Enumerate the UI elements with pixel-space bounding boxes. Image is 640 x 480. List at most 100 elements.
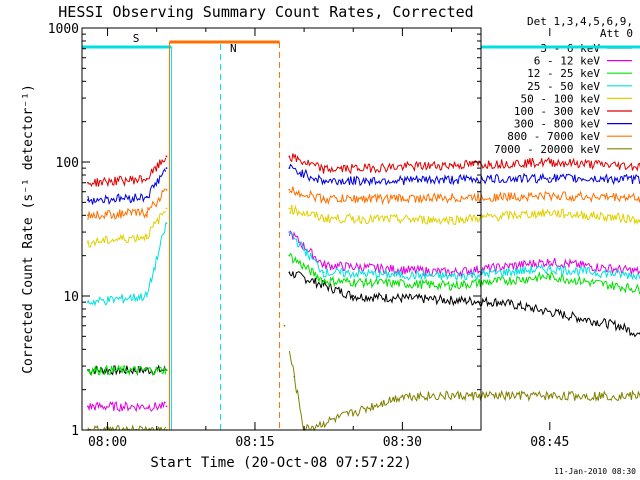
series-line <box>288 153 640 175</box>
legend-label: 7000 - 20000 keV <box>494 143 600 156</box>
data-point <box>288 207 291 210</box>
data-point <box>548 211 551 214</box>
series-6-12-keV <box>86 230 640 413</box>
x-tick-label: 08:15 <box>235 435 274 450</box>
series-line <box>288 230 640 277</box>
legend-label: 12 - 25 keV <box>527 67 600 80</box>
series-12-25-keV <box>86 252 640 377</box>
data-point <box>145 211 148 214</box>
data-point <box>499 301 502 304</box>
data-point <box>450 275 453 278</box>
data-point <box>322 180 325 183</box>
y-axis-label: Corrected Count Rate (s⁻¹ detector⁻¹) <box>21 84 36 374</box>
data-point <box>548 394 551 397</box>
series-line <box>87 157 167 188</box>
data-point <box>288 271 291 274</box>
data-point <box>322 279 325 282</box>
data-point <box>165 167 168 170</box>
data-point <box>288 231 291 233</box>
data-point <box>322 217 325 220</box>
series-line <box>87 401 166 413</box>
data-point <box>450 271 453 274</box>
data-point <box>450 178 453 181</box>
data-point <box>322 271 325 274</box>
data-point <box>86 301 89 304</box>
series-line <box>87 424 167 432</box>
data-point <box>352 295 355 297</box>
data-point <box>288 188 291 191</box>
y-tick-label: 1000 <box>48 22 79 37</box>
data-point <box>288 167 291 170</box>
data-point <box>165 207 168 210</box>
series-line <box>87 210 166 248</box>
data-point <box>86 241 89 244</box>
legend-label: 800 - 7000 keV <box>507 130 600 143</box>
legend-header-line-2: Att 0 <box>600 27 633 40</box>
series-line <box>288 163 640 187</box>
data-point <box>548 177 551 179</box>
plot-area: SN <box>82 32 640 432</box>
series-25-50-keV <box>86 222 640 307</box>
data-point <box>450 196 453 199</box>
x-axis-label: Start Time (20-Oct-08 07:57:22) <box>150 455 411 471</box>
data-point <box>288 254 291 257</box>
series-line <box>87 222 167 307</box>
data-point <box>165 222 168 224</box>
y-tick-label: 1 <box>71 424 79 439</box>
data-point <box>86 214 89 217</box>
data-point <box>293 375 296 378</box>
legend: Det 1,3,4,5,6,9, Att 0 3 - 6 keV6 - 12 k… <box>494 15 633 156</box>
data-point <box>165 369 168 371</box>
data-point <box>165 155 168 158</box>
data-point <box>86 405 89 408</box>
data-point <box>322 168 325 171</box>
data-point <box>548 267 551 270</box>
data-point <box>145 295 148 297</box>
legend-label: 6 - 12 keV <box>534 55 601 68</box>
data-point <box>145 177 148 180</box>
x-tick-label: 08:45 <box>530 435 569 450</box>
data-point <box>401 394 404 397</box>
data-point <box>165 188 168 191</box>
series-line <box>288 186 640 206</box>
marker-s: S <box>133 32 140 45</box>
series-line <box>288 252 640 295</box>
series-line <box>87 364 167 377</box>
y-tick-label: 10 <box>63 290 79 305</box>
x-tick-label: 08:30 <box>383 435 422 450</box>
series-800-7000-keV <box>86 186 640 221</box>
data-point <box>450 218 453 221</box>
legend-label: 25 - 50 keV <box>527 80 600 93</box>
data-point <box>322 198 325 200</box>
series-line <box>289 231 640 282</box>
y-axis: 1 10 100 1000 <box>48 22 481 439</box>
data-point <box>283 324 286 327</box>
series-line <box>288 350 640 432</box>
data-point <box>322 264 325 267</box>
y-tick-label: 100 <box>56 156 79 171</box>
data-point <box>165 405 168 408</box>
data-point <box>617 324 620 327</box>
data-point <box>450 164 453 166</box>
plot-frame <box>81 27 482 431</box>
legend-header-line-1: Det 1,3,4,5,6,9, <box>527 15 633 28</box>
data-point <box>145 195 148 198</box>
data-point <box>548 275 551 278</box>
footer-date: 11-Jan-2010 08:30 <box>554 467 636 476</box>
data-point <box>548 194 551 197</box>
data-point <box>86 369 89 371</box>
legend-label: 100 - 300 keV <box>514 105 600 118</box>
data-point <box>86 181 89 184</box>
series-line <box>87 188 166 221</box>
data-point <box>86 199 89 201</box>
marker-n: N <box>230 42 237 55</box>
legend-label: 300 - 800 keV <box>514 118 600 131</box>
data-point <box>548 161 551 163</box>
data-point <box>145 235 148 237</box>
x-tick-label: 08:00 <box>88 435 127 450</box>
series-50-100-keV <box>86 204 640 248</box>
series-line <box>288 271 640 338</box>
